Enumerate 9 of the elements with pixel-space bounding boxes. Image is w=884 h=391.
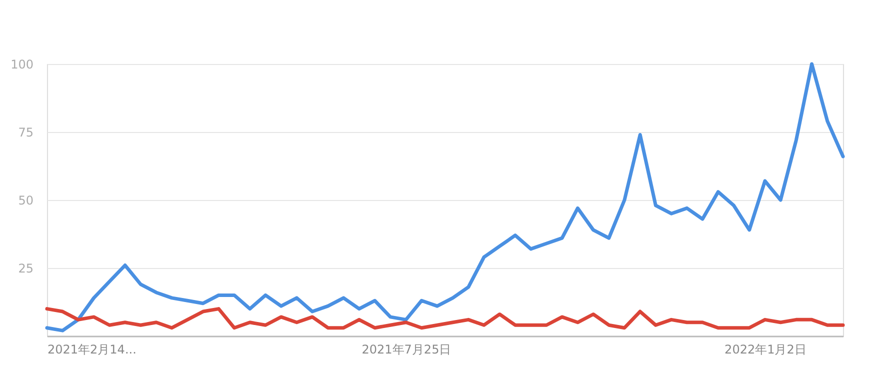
y-tick-label: 50 (18, 194, 34, 208)
x-tick-label: 2022年1月2日 (724, 342, 806, 356)
x-tick-label: 2021年2月14... (48, 342, 136, 356)
y-tick-label: 25 (18, 262, 34, 276)
line-series (45, 307, 845, 330)
y-tick-label: 100 (10, 58, 34, 72)
y-tick-label: 75 (18, 126, 34, 140)
x-tick-label: 2021年7月25日 (362, 342, 452, 356)
line-series (45, 62, 845, 332)
